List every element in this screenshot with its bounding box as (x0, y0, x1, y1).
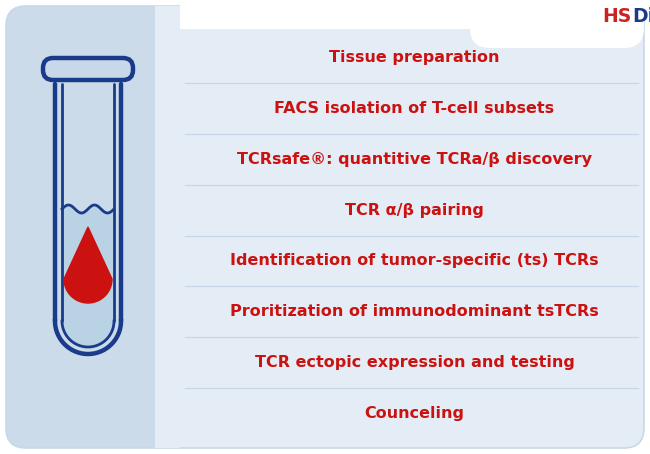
FancyBboxPatch shape (6, 6, 176, 448)
Text: TCR α/β pairing: TCR α/β pairing (345, 202, 484, 217)
Bar (155, 6, 180, 448)
Text: Counceling: Counceling (365, 406, 465, 421)
Text: Identification of tumor-specific (ts) TCRs: Identification of tumor-specific (ts) TC… (230, 253, 599, 268)
Text: TCR ectopic expression and testing: TCR ectopic expression and testing (255, 355, 575, 370)
Text: Diagnomics: Diagnomics (632, 8, 650, 26)
Text: HS: HS (603, 8, 632, 26)
Text: Proritization of immunodominant tsTCRs: Proritization of immunodominant tsTCRs (230, 304, 599, 319)
Polygon shape (62, 205, 114, 347)
FancyBboxPatch shape (6, 6, 644, 448)
Bar (180, 0, 644, 29)
FancyBboxPatch shape (43, 58, 133, 80)
FancyBboxPatch shape (470, 0, 644, 48)
Text: TCRsafe®: quantitive TCRa/β discovery: TCRsafe®: quantitive TCRa/β discovery (237, 152, 592, 167)
Polygon shape (64, 227, 112, 303)
Text: Tissue preparation: Tissue preparation (330, 50, 500, 65)
Text: FACS isolation of T-cell subsets: FACS isolation of T-cell subsets (274, 101, 554, 116)
